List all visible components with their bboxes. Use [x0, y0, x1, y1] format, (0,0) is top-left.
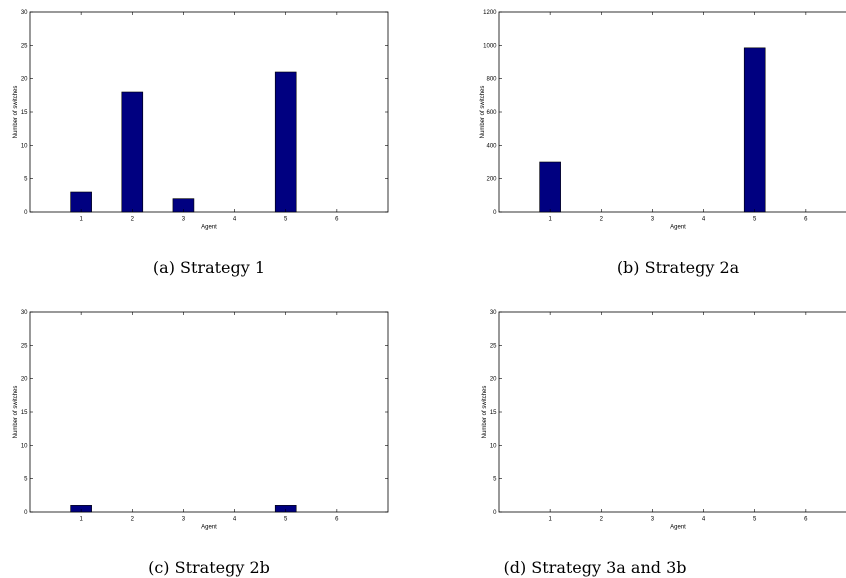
panel-caption: (b) Strategy 2a — [617, 258, 740, 277]
y-tick-label: 0 — [493, 510, 497, 516]
x-tick-label: 5 — [284, 217, 288, 223]
y-tick-label: 25 — [21, 343, 28, 349]
y-tick-label: 1000 — [483, 43, 497, 49]
panel-caption: (d) Strategy 3a and 3b — [503, 558, 686, 577]
x-tick-label: 1 — [79, 517, 83, 523]
y-tick-label: 30 — [490, 310, 497, 316]
x-tick-label: 4 — [233, 217, 237, 223]
y-tick-label: 0 — [24, 210, 28, 216]
y-tick-label: 800 — [486, 77, 497, 83]
x-ticks: 1 2 3 4 5 6 — [548, 12, 808, 223]
panel-c: 1 2 3 4 5 6 0 5 10 15 20 25 30 Agent Number of swit… — [13, 310, 389, 577]
x-tick-label: 4 — [702, 217, 706, 223]
x-tick-label: 6 — [804, 217, 808, 223]
y-axis-label: Number of switches — [13, 86, 19, 139]
x-tick-label: 4 — [702, 517, 706, 523]
bars — [70, 71, 297, 213]
panel-caption: (c) Strategy 2b — [148, 558, 270, 577]
plot-frame — [29, 311, 389, 513]
bar-agent-5 — [274, 71, 297, 213]
x-tick-label: 6 — [335, 517, 339, 523]
panel-caption: (a) Strategy 1 — [153, 258, 265, 277]
y-tick-label: 10 — [490, 443, 497, 449]
y-tick-label: 5 — [493, 477, 497, 483]
y-tick-label: 25 — [490, 343, 497, 349]
panel-d: 1 2 3 4 5 6 0 5 10 15 20 25 30 Agent Number of swit… — [482, 310, 846, 577]
y-tick-label: 600 — [486, 110, 497, 116]
y-tick-label: 20 — [490, 377, 497, 383]
x-tick-label: 5 — [284, 517, 288, 523]
x-tick-label: 2 — [600, 517, 604, 523]
x-ticks: 1 2 3 4 5 6 — [548, 312, 808, 523]
x-tick-label: 1 — [548, 517, 552, 523]
y-tick-label: 30 — [21, 310, 28, 316]
bar-agent-2 — [121, 91, 144, 213]
x-tick-label: 5 — [753, 517, 757, 523]
x-tick-label: 6 — [804, 517, 808, 523]
y-tick-label: 200 — [486, 177, 497, 183]
x-tick-label: 2 — [131, 517, 135, 523]
y-ticks: 0 5 10 15 20 25 30 — [21, 10, 388, 216]
bars — [539, 47, 766, 213]
y-tick-label: 20 — [21, 77, 28, 83]
y-ticks: 0 5 10 15 20 25 30 — [490, 310, 502, 516]
x-tick-label: 1 — [548, 217, 552, 223]
x-ticks: 1 2 3 4 5 6 — [79, 12, 339, 223]
y-axis-label: Number of switches — [13, 386, 19, 439]
x-tick-label: 5 — [753, 217, 757, 223]
panel-b: 1 2 3 4 5 6 0 200 400 600 800 1000 1200 Agent Numbe… — [480, 10, 846, 277]
y-tick-label: 0 — [24, 510, 28, 516]
x-tick-label: 6 — [335, 217, 339, 223]
x-tick-label: 3 — [651, 517, 655, 523]
bar-agent-1 — [539, 161, 561, 213]
x-axis-label: Agent — [201, 525, 217, 531]
plot-frame — [29, 11, 389, 213]
x-axis-label: Agent — [201, 225, 217, 231]
y-tick-label: 15 — [21, 110, 28, 116]
x-tick-label: 2 — [600, 217, 604, 223]
x-tick-label: 3 — [182, 517, 186, 523]
y-ticks: 0 5 10 15 20 25 30 — [21, 310, 388, 516]
y-tick-label: 1200 — [483, 10, 497, 16]
y-ticks: 0 200 400 600 800 1000 1200 — [483, 10, 502, 216]
x-tick-label: 4 — [233, 517, 237, 523]
x-tick-label: 3 — [182, 217, 186, 223]
y-tick-label: 10 — [21, 443, 28, 449]
y-tick-label: 5 — [24, 177, 28, 183]
y-tick-label: 5 — [24, 477, 28, 483]
y-axis-label: Number of switches — [482, 386, 488, 439]
y-tick-label: 20 — [21, 377, 28, 383]
y-tick-label: 0 — [493, 210, 497, 216]
y-tick-label: 15 — [21, 410, 28, 416]
x-tick-label: 3 — [651, 217, 655, 223]
x-tick-label: 2 — [131, 217, 135, 223]
y-axis-label: Number of switches — [480, 86, 486, 139]
x-axis-label: Agent — [670, 225, 686, 231]
y-tick-label: 400 — [486, 143, 497, 149]
x-tick-label: 1 — [79, 217, 83, 223]
panel-a: 1 2 3 4 5 6 0 5 10 15 20 25 30 Agent Number of swit… — [13, 10, 389, 277]
y-tick-label: 25 — [21, 43, 28, 49]
x-ticks: 1 2 3 4 5 6 — [79, 312, 339, 523]
y-tick-label: 10 — [21, 143, 28, 149]
plot-frame — [498, 311, 846, 513]
x-axis-label: Agent — [670, 525, 686, 531]
bar-agent-5 — [743, 47, 766, 213]
y-tick-label: 30 — [21, 10, 28, 16]
y-tick-label: 15 — [490, 410, 497, 416]
